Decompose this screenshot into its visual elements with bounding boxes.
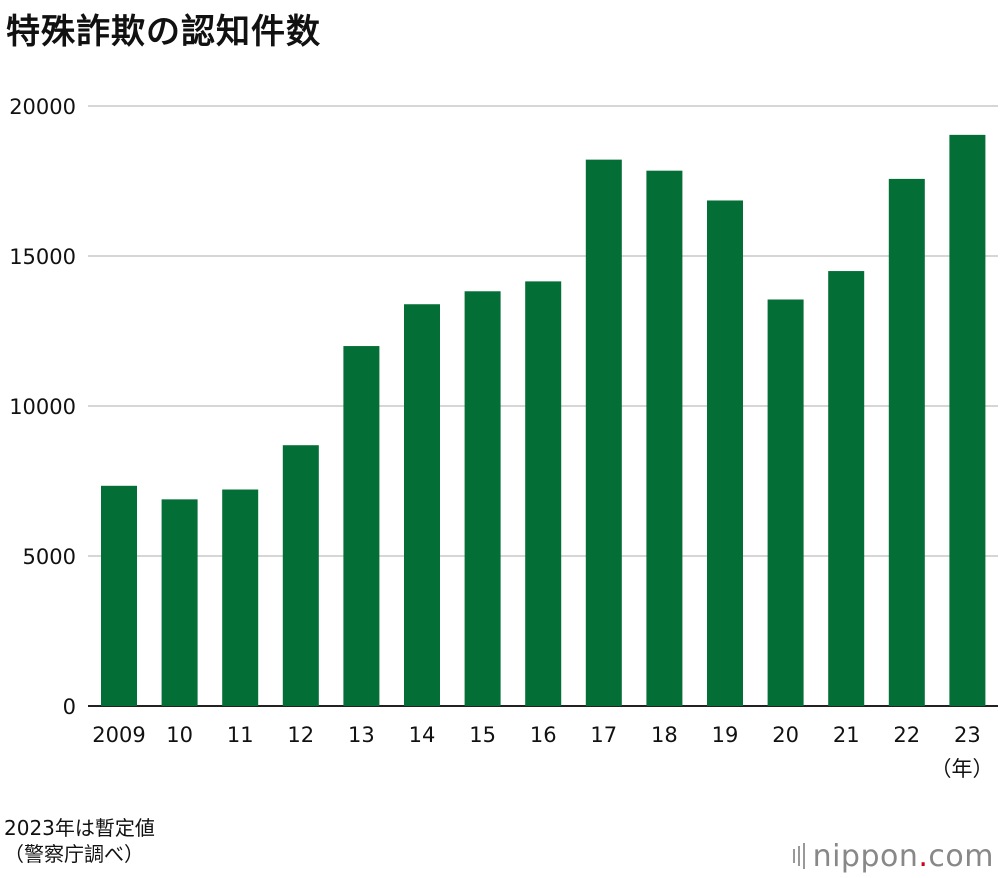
x-tick-label: 11 bbox=[227, 723, 254, 747]
x-tick-label: 21 bbox=[833, 723, 860, 747]
logo-bars-icon bbox=[792, 843, 805, 869]
y-axis-ticks: 0 5000 10000 15000 20000 bbox=[9, 95, 76, 719]
bar-12 bbox=[282, 445, 319, 706]
bar-23 bbox=[949, 134, 986, 707]
bar-22 bbox=[888, 178, 925, 706]
x-tick-label: 23 bbox=[954, 723, 981, 747]
x-axis-unit-label: （年） bbox=[931, 757, 994, 781]
y-tick-label: 20000 bbox=[9, 95, 76, 119]
source-note: （警察庁調べ） bbox=[4, 842, 144, 866]
bar-14 bbox=[404, 304, 440, 706]
bar-chart: 0 5000 10000 15000 20000 2009 10 11 12 13 14 15 16 1… bbox=[9, 95, 998, 781]
x-tick-label: 10 bbox=[166, 723, 193, 747]
bars bbox=[101, 134, 986, 707]
bar-15 bbox=[464, 291, 501, 706]
bar-11 bbox=[222, 489, 259, 706]
y-tick-label: 0 bbox=[63, 695, 76, 719]
y-tick-label: 5000 bbox=[23, 545, 76, 569]
x-tick-label: 20 bbox=[772, 723, 799, 747]
bar-13 bbox=[343, 346, 380, 706]
bar-19 bbox=[707, 200, 743, 706]
x-tick-label: 13 bbox=[348, 723, 375, 747]
bar-10 bbox=[161, 499, 198, 706]
x-tick-label: 12 bbox=[287, 723, 314, 747]
x-tick-label: 19 bbox=[712, 723, 739, 747]
bar-17 bbox=[585, 159, 622, 706]
logo-tld: com bbox=[928, 838, 994, 874]
y-tick-label: 15000 bbox=[9, 245, 76, 269]
chart-title: 特殊詐欺の認知件数 bbox=[6, 12, 321, 52]
bar-16 bbox=[525, 281, 562, 706]
x-axis-ticks: 2009 10 11 12 13 14 15 16 17 18 19 20 21 22 23 bbox=[92, 723, 980, 747]
bar-2009 bbox=[101, 485, 137, 706]
provisional-note: 2023年は暫定値 bbox=[4, 816, 155, 840]
x-tick-label: 17 bbox=[590, 723, 617, 747]
logo-name: nippon bbox=[812, 838, 919, 874]
logo-dot: . bbox=[918, 838, 929, 874]
x-tick-label: 18 bbox=[651, 723, 678, 747]
x-tick-label: 15 bbox=[469, 723, 496, 747]
y-tick-label: 10000 bbox=[9, 395, 76, 419]
x-tick-label: 16 bbox=[530, 723, 557, 747]
x-tick-label: 14 bbox=[409, 723, 436, 747]
x-tick-label: 22 bbox=[893, 723, 920, 747]
bar-21 bbox=[828, 271, 865, 706]
bar-20 bbox=[767, 299, 804, 706]
nippon-logo: nippon.com bbox=[792, 836, 994, 876]
bar-18 bbox=[646, 170, 683, 706]
x-tick-label: 2009 bbox=[92, 723, 145, 747]
